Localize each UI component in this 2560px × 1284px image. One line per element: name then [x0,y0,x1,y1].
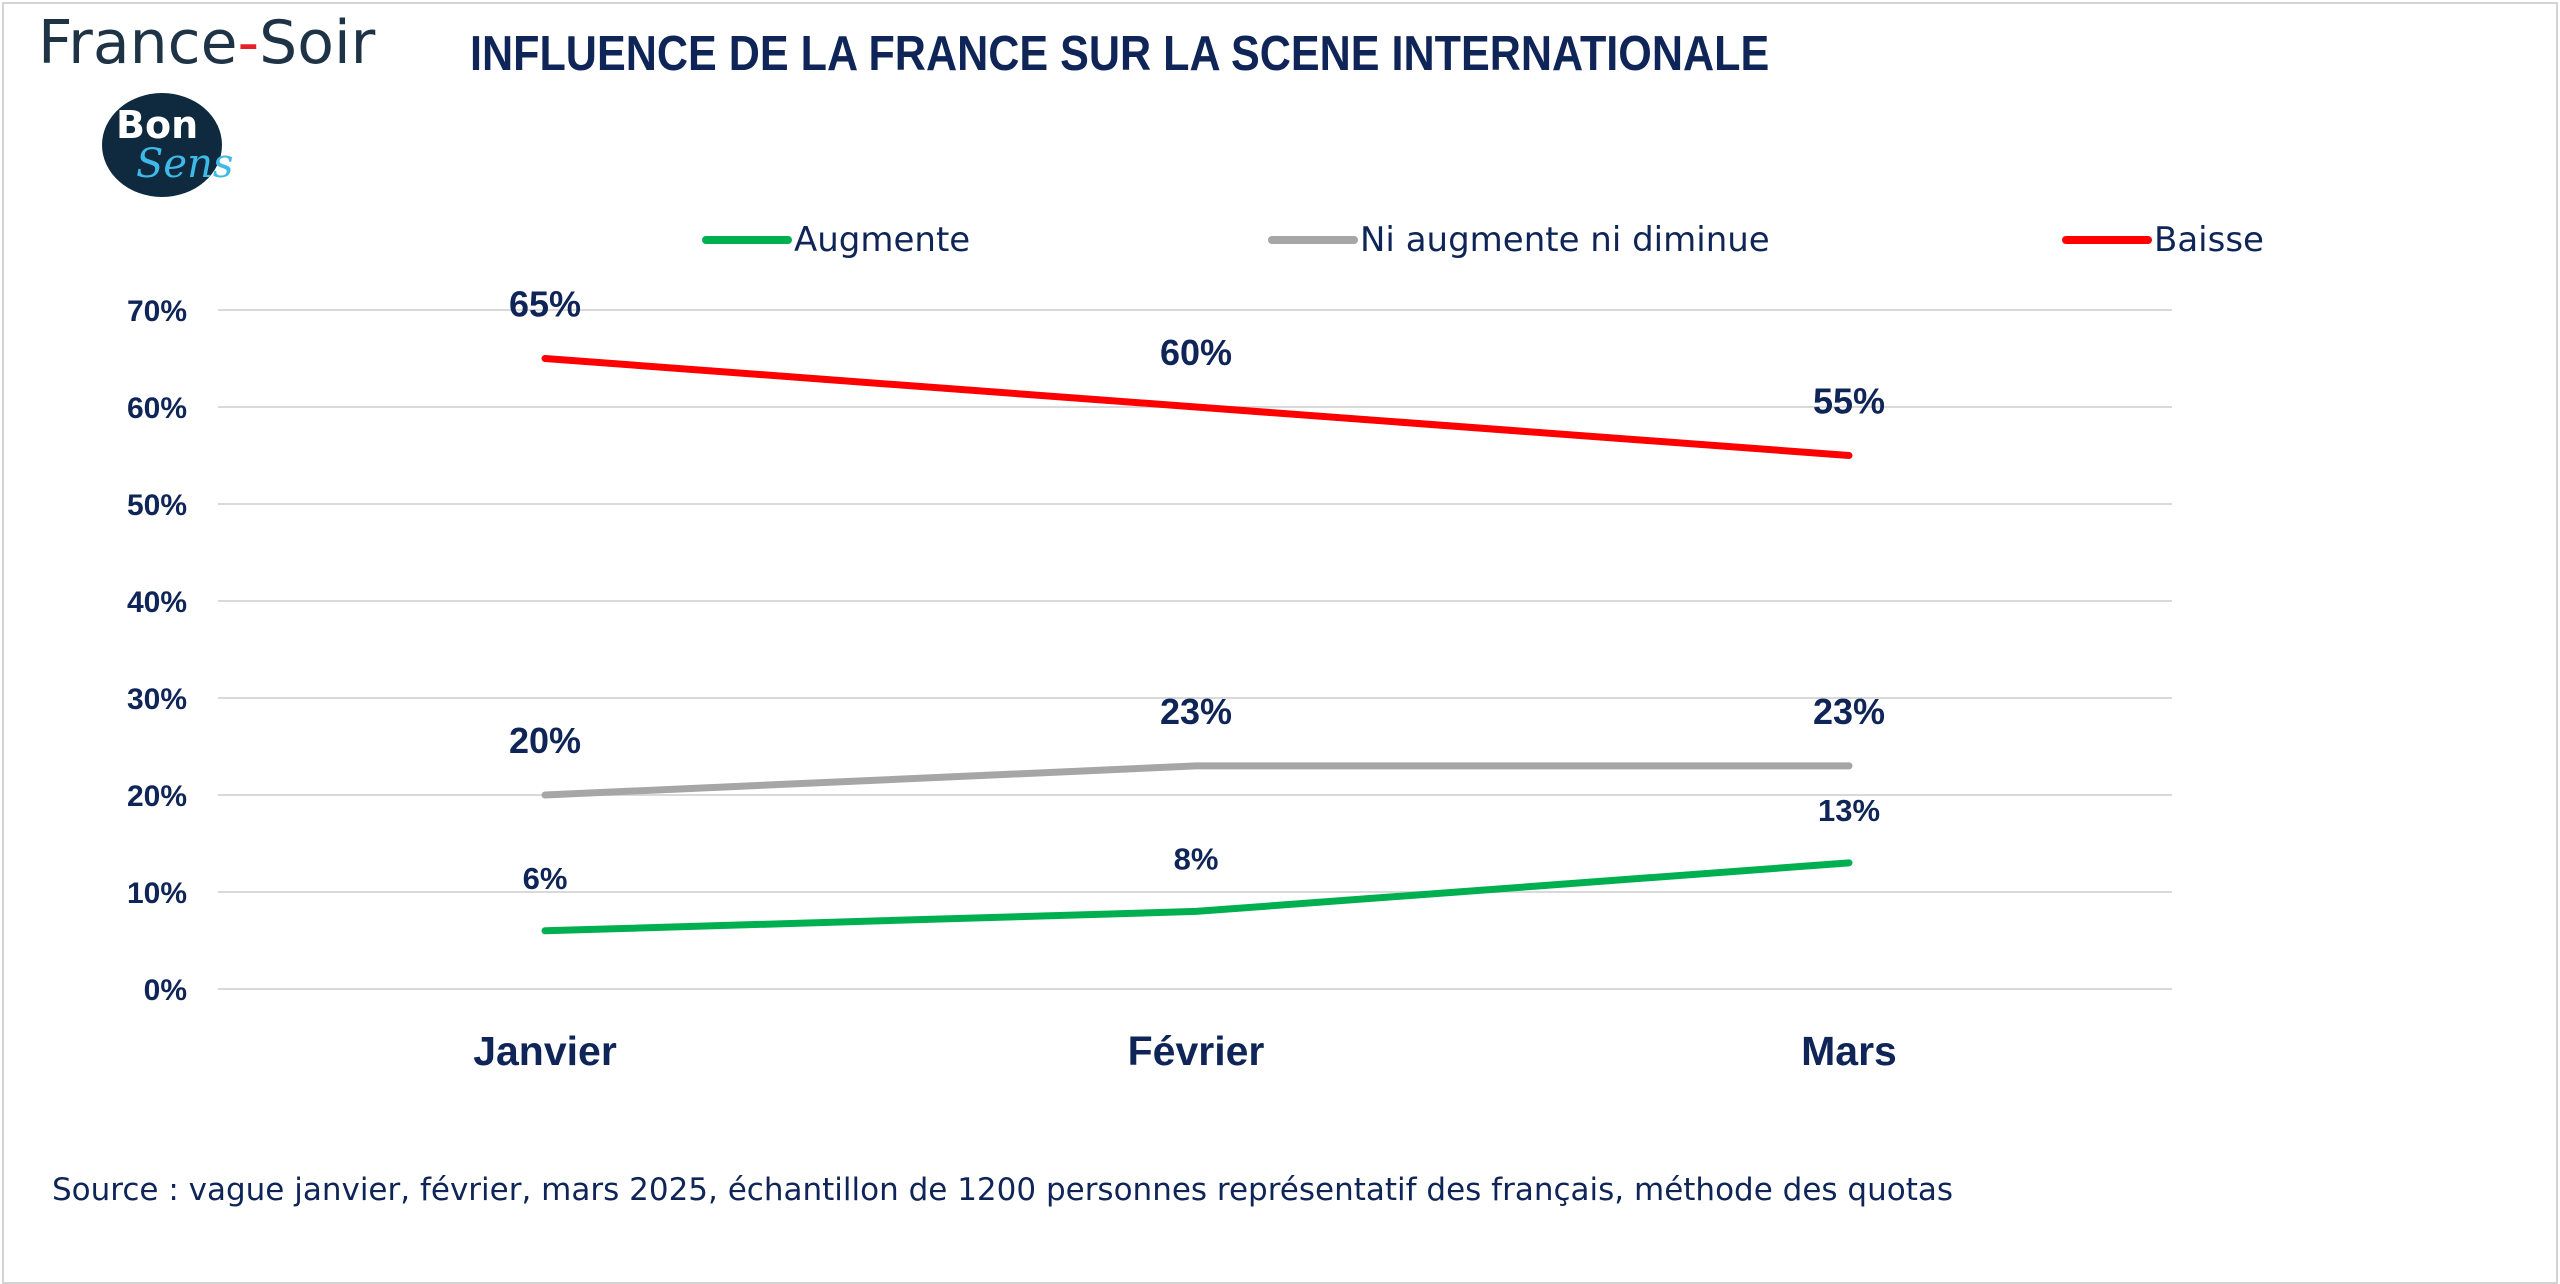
y-tick-label: 40% [127,586,187,619]
data-label: 8% [1174,841,1219,876]
data-label: 65% [509,284,581,325]
series-line [541,762,1853,799]
y-tick-label: 50% [127,489,187,522]
data-label: 20% [509,720,581,761]
brand-name-2: Soir [259,8,376,78]
x-tick-label: Janvier [473,1028,617,1074]
y-tick-label: 20% [127,780,187,813]
brand-name: France [38,8,238,78]
x-tick-label: Février [1128,1028,1265,1074]
data-label: 23% [1160,691,1232,732]
brand-logo: France-Soir [38,8,375,78]
x-tick-label: Mars [1801,1028,1897,1074]
bon-sens-logo: Bon Sens [102,93,233,197]
y-tick-label: 60% [127,392,187,425]
y-tick-label: 0% [144,974,187,1007]
data-label: 60% [1160,332,1232,373]
legend-label: Ni augmente ni diminue [1360,220,1770,260]
y-tick-label: 30% [127,683,187,716]
y-tick-label: 10% [127,877,187,910]
series-line [541,859,1853,935]
legend-label: Augmente [794,220,970,260]
source-note: Source : vague janvier, février, mars 20… [52,1172,1953,1208]
brand-dash: - [237,8,260,78]
logo-text-bon: Bon [116,103,199,147]
series-line [541,355,1853,459]
chart-title: INFLUENCE DE LA FRANCE SUR LA SCENE INTE… [470,27,1770,81]
data-label: 55% [1813,381,1885,422]
data-label: 13% [1818,793,1880,828]
data-label: 6% [523,861,568,896]
logo-text-sens: Sens [136,141,234,187]
data-label: 23% [1813,691,1885,732]
legend-label: Baisse [2154,220,2264,260]
y-tick-label: 70% [127,295,187,328]
